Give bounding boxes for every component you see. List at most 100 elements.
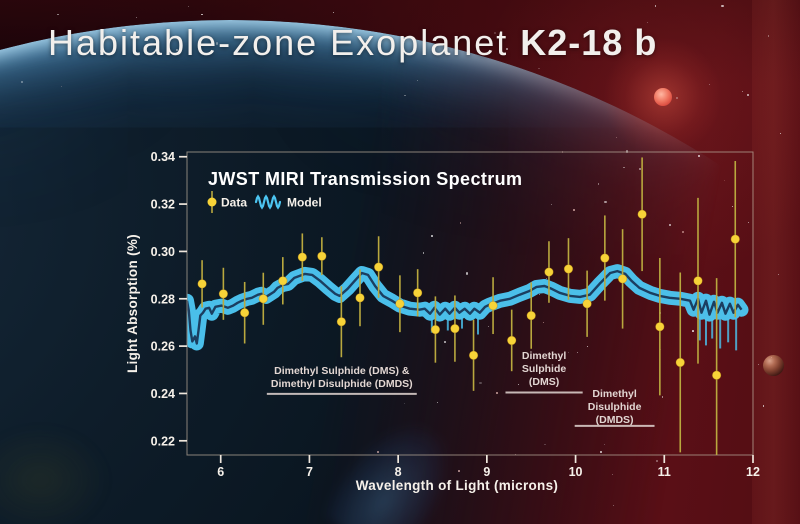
small-planet bbox=[763, 355, 784, 376]
star bbox=[332, 11, 334, 14]
data-point bbox=[617, 274, 628, 284]
star bbox=[430, 234, 433, 237]
star bbox=[573, 209, 575, 211]
page-title-regular: Habitable-zone Exoplanet bbox=[48, 22, 521, 63]
star bbox=[675, 96, 678, 99]
star bbox=[436, 402, 438, 404]
star bbox=[597, 183, 600, 185]
x-tick-label: 8 bbox=[395, 465, 402, 479]
star bbox=[187, 5, 189, 8]
legend-model-wave-icon bbox=[254, 194, 282, 210]
data-point bbox=[544, 267, 554, 277]
star bbox=[626, 150, 629, 153]
star bbox=[747, 221, 749, 223]
data-point bbox=[336, 317, 347, 327]
plot-border bbox=[186, 151, 754, 456]
star bbox=[603, 443, 605, 445]
x-tick-label: 7 bbox=[306, 465, 313, 479]
data-point bbox=[317, 251, 327, 261]
star bbox=[175, 49, 178, 51]
star bbox=[99, 50, 102, 52]
star bbox=[623, 166, 625, 169]
star bbox=[604, 200, 608, 204]
data-point bbox=[413, 288, 423, 298]
y-tick-label: 0.32 bbox=[151, 198, 175, 212]
annotation-text: Sulphide bbox=[522, 363, 566, 375]
star bbox=[612, 473, 614, 475]
star bbox=[647, 21, 649, 23]
y-tick-label: 0.28 bbox=[151, 292, 175, 306]
model-band bbox=[187, 264, 749, 351]
data-point bbox=[218, 289, 229, 299]
page-title-bold: K2-18 b bbox=[520, 22, 658, 63]
star bbox=[544, 443, 546, 446]
data-point bbox=[430, 324, 441, 335]
star bbox=[600, 451, 603, 454]
data-point bbox=[258, 294, 268, 304]
data-series bbox=[197, 157, 740, 455]
chart-title: JWST MIRI Transmission Spectrum bbox=[208, 169, 522, 189]
star bbox=[201, 13, 203, 16]
star bbox=[723, 179, 725, 181]
legend: Data Model bbox=[207, 191, 322, 213]
data-point bbox=[488, 300, 498, 311]
star bbox=[538, 67, 540, 70]
star bbox=[568, 351, 570, 353]
red-dwarf-star bbox=[654, 88, 672, 106]
data-point bbox=[297, 252, 307, 262]
y-tick-label: 0.34 bbox=[151, 150, 175, 164]
star bbox=[758, 364, 760, 366]
star bbox=[506, 48, 509, 51]
data-point bbox=[355, 293, 365, 303]
star bbox=[668, 224, 671, 227]
data-point bbox=[468, 350, 479, 360]
star bbox=[444, 341, 446, 344]
star bbox=[57, 13, 59, 15]
annotation-text: Dimethyl bbox=[522, 350, 566, 362]
star bbox=[770, 356, 772, 358]
x-tick-label: 6 bbox=[217, 465, 224, 479]
data-point bbox=[563, 264, 574, 274]
y-tick-label: 0.26 bbox=[151, 340, 175, 354]
annotation-text: Dimethyl bbox=[592, 388, 636, 400]
data-point bbox=[637, 209, 647, 219]
data-point bbox=[600, 253, 610, 263]
star bbox=[747, 94, 749, 97]
x-tick-label: 10 bbox=[569, 465, 583, 479]
annotation-text: (DMDS) bbox=[596, 414, 634, 426]
star bbox=[698, 154, 701, 157]
star bbox=[654, 4, 657, 7]
star bbox=[741, 90, 743, 92]
star bbox=[481, 179, 483, 181]
star bbox=[465, 272, 469, 275]
star bbox=[479, 381, 482, 384]
star bbox=[779, 133, 781, 135]
star bbox=[215, 41, 219, 45]
star bbox=[587, 345, 589, 347]
data-point bbox=[526, 310, 536, 321]
star bbox=[661, 396, 664, 398]
data-point bbox=[711, 370, 722, 380]
star bbox=[20, 80, 23, 83]
legend-model-label: Model bbox=[287, 196, 322, 210]
annotation-text: Dimethyl Sulphide (DMS) & bbox=[274, 365, 410, 377]
star bbox=[542, 321, 545, 324]
star bbox=[365, 39, 368, 41]
x-tick-label: 9 bbox=[483, 465, 490, 479]
y-axis-title: Light Absorption (%) bbox=[125, 234, 140, 373]
y-tick-label: 0.24 bbox=[151, 387, 175, 401]
model-line bbox=[187, 269, 743, 345]
data-point bbox=[730, 234, 740, 244]
star bbox=[517, 383, 519, 385]
star bbox=[539, 294, 541, 296]
star bbox=[487, 325, 490, 327]
star bbox=[376, 450, 380, 454]
star bbox=[550, 204, 552, 206]
star bbox=[458, 470, 460, 472]
nebula-band bbox=[752, 0, 800, 524]
data-point bbox=[373, 262, 384, 272]
star bbox=[545, 277, 548, 280]
data-point bbox=[582, 299, 592, 309]
